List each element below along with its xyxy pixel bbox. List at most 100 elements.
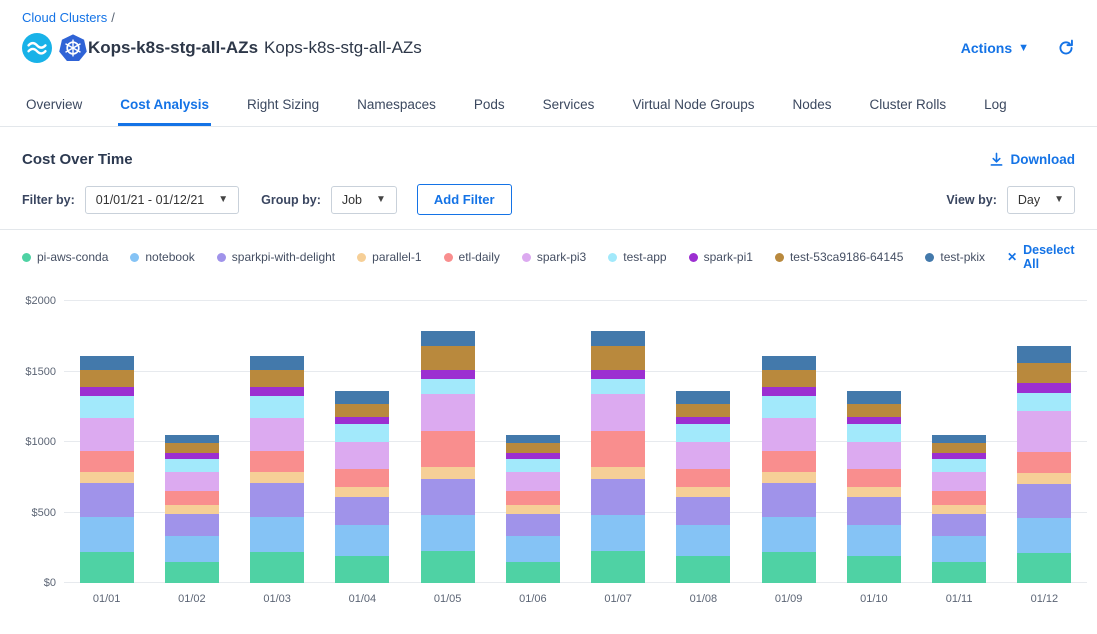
stacked-bar-01/12[interactable] (1017, 346, 1071, 583)
stacked-bar-01/11[interactable] (932, 435, 986, 583)
bar-segment-spark-pi3[interactable] (506, 472, 560, 492)
bar-segment-test-53ca9186-64145[interactable] (80, 370, 134, 387)
bar-segment-parallel-1[interactable] (1017, 473, 1071, 484)
tab-right-sizing[interactable]: Right Sizing (245, 83, 321, 126)
bar-segment-test-pkix[interactable] (1017, 346, 1071, 363)
bar-segment-sparkpi-with-delight[interactable] (335, 497, 389, 525)
bar-segment-etl-daily[interactable] (762, 451, 816, 472)
bar-segment-pi-aws-conda[interactable] (847, 556, 901, 583)
stacked-bar-01/06[interactable] (506, 435, 560, 583)
refresh-icon[interactable] (1057, 39, 1075, 57)
bar-segment-test-app[interactable] (1017, 393, 1071, 411)
stacked-bar-01/03[interactable] (250, 356, 304, 583)
stacked-bar-01/09[interactable] (762, 356, 816, 583)
tab-overview[interactable]: Overview (24, 83, 84, 126)
bar-segment-test-53ca9186-64145[interactable] (335, 404, 389, 417)
legend-item-parallel-1[interactable]: parallel-1 (357, 250, 421, 264)
bar-segment-test-53ca9186-64145[interactable] (591, 346, 645, 370)
bar-segment-test-53ca9186-64145[interactable] (762, 370, 816, 387)
bar-segment-spark-pi3[interactable] (421, 394, 475, 431)
bar-segment-test-app[interactable] (591, 379, 645, 395)
bar-segment-notebook[interactable] (165, 536, 219, 561)
bar-segment-test-53ca9186-64145[interactable] (250, 370, 304, 387)
bar-segment-pi-aws-conda[interactable] (676, 556, 730, 583)
bar-segment-test-pkix[interactable] (80, 356, 134, 370)
bar-segment-spark-pi1[interactable] (250, 387, 304, 395)
bar-segment-parallel-1[interactable] (421, 467, 475, 478)
bar-segment-spark-pi1[interactable] (1017, 383, 1071, 393)
legend-item-test-app[interactable]: test-app (608, 250, 666, 264)
bar-segment-sparkpi-with-delight[interactable] (506, 514, 560, 537)
stacked-bar-01/01[interactable] (80, 356, 134, 583)
stacked-bar-01/05[interactable] (421, 331, 475, 583)
bar-segment-etl-daily[interactable] (1017, 452, 1071, 473)
bar-segment-test-app[interactable] (80, 396, 134, 419)
stacked-bar-01/08[interactable] (676, 391, 730, 583)
bar-segment-test-app[interactable] (335, 424, 389, 442)
bar-segment-etl-daily[interactable] (932, 491, 986, 505)
bar-segment-pi-aws-conda[interactable] (250, 552, 304, 583)
bar-segment-etl-daily[interactable] (421, 431, 475, 468)
bar-segment-notebook[interactable] (335, 525, 389, 556)
group-by-select[interactable]: Job ▼ (331, 186, 397, 214)
legend-item-test-53ca9186-64145[interactable]: test-53ca9186-64145 (775, 250, 903, 264)
bar-segment-spark-pi1[interactable] (591, 370, 645, 378)
bar-segment-sparkpi-with-delight[interactable] (847, 497, 901, 525)
bar-segment-test-53ca9186-64145[interactable] (1017, 363, 1071, 383)
bar-segment-notebook[interactable] (1017, 518, 1071, 553)
bar-segment-etl-daily[interactable] (591, 431, 645, 468)
bar-segment-sparkpi-with-delight[interactable] (676, 497, 730, 525)
bar-segment-pi-aws-conda[interactable] (762, 552, 816, 583)
bar-segment-test-pkix[interactable] (591, 331, 645, 347)
actions-dropdown-button[interactable]: Actions ▼ (961, 40, 1029, 56)
bar-segment-spark-pi1[interactable] (335, 417, 389, 424)
bar-segment-spark-pi3[interactable] (932, 472, 986, 492)
bar-segment-test-app[interactable] (676, 424, 730, 442)
bar-segment-spark-pi3[interactable] (1017, 411, 1071, 452)
bar-segment-notebook[interactable] (847, 525, 901, 556)
legend-item-test-pkix[interactable]: test-pkix (925, 250, 985, 264)
deselect-all-button[interactable]: ✕Deselect All (1007, 243, 1075, 271)
bar-segment-sparkpi-with-delight[interactable] (80, 483, 134, 517)
bar-segment-test-53ca9186-64145[interactable] (421, 346, 475, 370)
bar-segment-spark-pi3[interactable] (80, 418, 134, 450)
bar-segment-notebook[interactable] (506, 536, 560, 561)
bar-segment-test-pkix[interactable] (676, 391, 730, 404)
tab-virtual-node-groups[interactable]: Virtual Node Groups (630, 83, 756, 126)
bar-segment-parallel-1[interactable] (250, 472, 304, 483)
bar-segment-parallel-1[interactable] (847, 487, 901, 497)
tab-cost-analysis[interactable]: Cost Analysis (118, 83, 211, 126)
bar-segment-parallel-1[interactable] (762, 472, 816, 483)
bar-segment-spark-pi3[interactable] (762, 418, 816, 450)
bar-segment-etl-daily[interactable] (676, 469, 730, 487)
bar-segment-parallel-1[interactable] (591, 467, 645, 478)
bar-segment-notebook[interactable] (932, 536, 986, 561)
bar-segment-test-53ca9186-64145[interactable] (932, 443, 986, 453)
bar-segment-etl-daily[interactable] (506, 491, 560, 505)
bar-segment-spark-pi3[interactable] (335, 442, 389, 469)
bar-segment-test-app[interactable] (932, 459, 986, 472)
bar-segment-test-pkix[interactable] (165, 435, 219, 443)
bar-segment-notebook[interactable] (421, 515, 475, 550)
tab-cluster-rolls[interactable]: Cluster Rolls (868, 83, 949, 126)
bar-segment-pi-aws-conda[interactable] (421, 551, 475, 583)
bar-segment-spark-pi1[interactable] (847, 417, 901, 424)
download-button[interactable]: Download (989, 152, 1076, 167)
bar-segment-notebook[interactable] (80, 517, 134, 552)
bar-segment-test-pkix[interactable] (250, 356, 304, 370)
bar-segment-etl-daily[interactable] (165, 491, 219, 505)
legend-item-spark-pi3[interactable]: spark-pi3 (522, 250, 586, 264)
bar-segment-parallel-1[interactable] (506, 505, 560, 513)
bar-segment-spark-pi3[interactable] (847, 442, 901, 469)
bar-segment-spark-pi1[interactable] (421, 370, 475, 378)
legend-item-spark-pi1[interactable]: spark-pi1 (689, 250, 753, 264)
bar-segment-sparkpi-with-delight[interactable] (1017, 484, 1071, 518)
bar-segment-pi-aws-conda[interactable] (165, 562, 219, 583)
bar-segment-notebook[interactable] (676, 525, 730, 556)
bar-segment-etl-daily[interactable] (80, 451, 134, 472)
bar-segment-parallel-1[interactable] (932, 505, 986, 513)
date-range-select[interactable]: 01/01/21 - 01/12/21 ▼ (85, 186, 239, 214)
bar-segment-spark-pi1[interactable] (676, 417, 730, 424)
bar-segment-notebook[interactable] (762, 517, 816, 552)
view-by-select[interactable]: Day ▼ (1007, 186, 1075, 214)
